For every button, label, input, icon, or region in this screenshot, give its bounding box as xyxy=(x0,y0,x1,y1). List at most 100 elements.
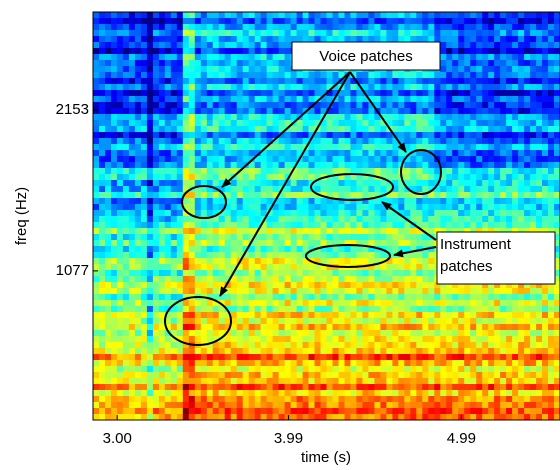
spectrogram-cell xyxy=(146,306,154,313)
spectrogram-cell xyxy=(93,342,100,349)
spectrogram-cell xyxy=(362,72,369,79)
spectrogram-cell xyxy=(194,336,202,343)
spectrogram-cell xyxy=(158,168,166,175)
spectrogram-cell xyxy=(554,114,560,121)
spectrogram-cell xyxy=(218,210,226,217)
spectrogram-cell xyxy=(386,240,393,247)
spectrogram-cell xyxy=(248,186,256,193)
spectrogram-cell xyxy=(218,84,226,91)
spectrogram-cell xyxy=(470,30,477,37)
spectrogram-cell xyxy=(122,312,130,319)
spectrogram-cell xyxy=(152,264,160,271)
spectrogram-cell xyxy=(158,228,166,235)
spectrogram-cell xyxy=(188,366,196,373)
spectrogram-cell xyxy=(200,306,208,313)
spectrogram-cell xyxy=(542,138,549,145)
spectrogram-cell xyxy=(260,384,268,391)
spectrogram-cell xyxy=(410,336,417,343)
spectrogram-cell xyxy=(404,342,411,349)
spectrogram-cell xyxy=(176,348,184,355)
spectrogram-cell xyxy=(266,30,274,37)
spectrogram-cell xyxy=(158,198,166,205)
spectrogram-cell xyxy=(338,276,346,283)
spectrogram-cell xyxy=(290,222,298,229)
spectrogram-cell xyxy=(494,378,501,385)
spectrogram-cell xyxy=(356,96,363,103)
spectrogram-cell xyxy=(134,102,142,109)
spectrogram-cell xyxy=(392,108,399,115)
spectrogram-cell xyxy=(218,366,226,373)
spectrogram-cell xyxy=(296,90,304,97)
spectrogram-cell xyxy=(488,186,495,193)
spectrogram-cell xyxy=(434,342,441,349)
spectrogram-cell xyxy=(422,138,429,145)
spectrogram-cell xyxy=(302,372,310,379)
spectrogram-cell xyxy=(164,324,172,331)
spectrogram-cell xyxy=(428,390,435,397)
spectrogram-cell xyxy=(404,336,411,343)
spectrogram-cell xyxy=(314,300,322,307)
spectrogram-cell xyxy=(368,174,375,181)
spectrogram-cell xyxy=(350,72,357,79)
spectrogram-cell xyxy=(392,270,399,277)
spectrogram-cell xyxy=(278,354,286,361)
spectrogram-cell xyxy=(320,270,328,277)
spectrogram-cell xyxy=(470,372,477,379)
spectrogram-cell xyxy=(302,390,310,397)
spectrogram-cell xyxy=(212,336,220,343)
spectrogram-cell xyxy=(242,108,250,115)
spectrogram-cell xyxy=(284,264,292,271)
spectrogram-cell xyxy=(314,390,322,397)
spectrogram-cell xyxy=(224,198,232,205)
spectrogram-cell xyxy=(494,96,501,103)
spectrogram-cell xyxy=(218,168,226,175)
spectrogram-cell xyxy=(128,48,136,55)
spectrogram-cell xyxy=(260,330,268,337)
spectrogram-cell xyxy=(194,390,202,397)
spectrogram-cell xyxy=(105,90,112,97)
spectrogram-cell xyxy=(284,354,292,361)
spectrogram-cell xyxy=(542,282,549,289)
spectrogram-cell xyxy=(530,366,537,373)
spectrogram-cell xyxy=(176,30,184,37)
spectrogram-cell xyxy=(212,198,220,205)
spectrogram-cell xyxy=(464,282,471,289)
spectrogram-cell xyxy=(218,312,226,319)
spectrogram-cell xyxy=(410,84,417,91)
spectrogram-cell xyxy=(338,72,346,79)
spectrogram-cell xyxy=(260,30,268,37)
spectrogram-cell xyxy=(314,324,322,331)
spectrogram-cell xyxy=(105,360,112,367)
spectrogram-cell xyxy=(188,60,196,67)
spectrogram-cell xyxy=(362,264,369,271)
spectrogram-cell xyxy=(314,270,322,277)
spectrogram-cell xyxy=(266,270,274,277)
spectrogram-cell xyxy=(404,174,411,181)
spectrogram-cell xyxy=(554,258,560,265)
spectrogram-cell xyxy=(308,330,316,337)
spectrogram-cell xyxy=(105,252,112,259)
spectrogram-cell xyxy=(194,234,202,241)
spectrogram-cell xyxy=(260,258,268,265)
spectrogram-cell xyxy=(128,378,136,385)
spectrogram-cell xyxy=(314,168,322,175)
spectrogram-cell xyxy=(338,168,346,175)
spectrogram-cell xyxy=(476,168,483,175)
spectrogram-cell xyxy=(284,90,292,97)
spectrogram-cell xyxy=(536,132,543,139)
spectrogram-cell xyxy=(248,312,256,319)
spectrogram-cell xyxy=(93,372,100,379)
spectrogram-cell xyxy=(272,228,280,235)
spectrogram-cell xyxy=(236,324,244,331)
spectrogram-cell xyxy=(111,258,118,265)
spectrogram-cell xyxy=(105,246,112,253)
spectrogram-cell xyxy=(464,18,471,25)
spectrogram-cell xyxy=(452,174,459,181)
spectrogram-cell xyxy=(194,366,202,373)
spectrogram-cell xyxy=(122,342,130,349)
spectrogram-cell xyxy=(134,312,142,319)
spectrogram-cell xyxy=(296,168,304,175)
spectrogram-cell xyxy=(116,378,124,385)
spectrogram-cell xyxy=(446,120,453,127)
spectrogram-cell xyxy=(440,198,447,205)
